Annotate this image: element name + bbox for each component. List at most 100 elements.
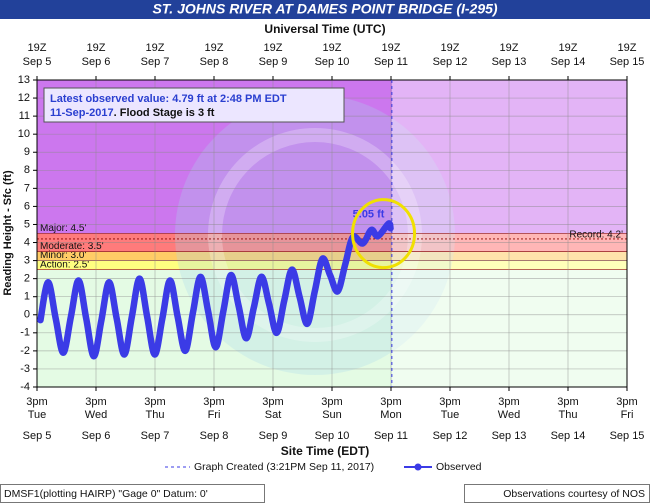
info-flood-stage: . Flood Stage is 3 ft — [114, 107, 215, 119]
legend-observed-marker — [414, 463, 422, 471]
x2-tick-label: 19Z — [146, 42, 165, 54]
x2-tick-label: 19Z — [500, 42, 519, 54]
x-tick-date: Sep 7 — [141, 430, 170, 442]
plot-area: Action: 2.5'Minor: 3.0'Moderate: 3.5' Maj… — [33, 76, 628, 391]
x2-tick-date: Sep 5 — [23, 56, 52, 68]
y-tick-label: 11 — [19, 110, 30, 122]
x2-tick-label: 19Z — [559, 42, 578, 54]
x-tick-label: 3pm — [498, 396, 519, 408]
x-tick-label: 3pm — [26, 396, 47, 408]
flood-level-label: Major: 4.5' — [40, 223, 86, 234]
y-axis-title: Reading Height - Sfc (ft) — [2, 170, 14, 296]
x-tick-date: Sep 8 — [200, 430, 229, 442]
y-tick-label: -2 — [20, 345, 30, 357]
x-tick-label: 3pm — [380, 396, 401, 408]
x-tick-weekday: Tue — [28, 409, 47, 421]
x-tick-weekday: Fri — [621, 409, 634, 421]
x-tick-label: 3pm — [557, 396, 578, 408]
x2-tick-label: 19Z — [205, 42, 224, 54]
x-tick-weekday: Sun — [322, 409, 342, 421]
x-tick-label: 3pm — [144, 396, 165, 408]
y-tick-label: 6 — [24, 200, 30, 212]
info-line2: 11-Sep-2017. Flood Stage is 3 ft — [50, 107, 215, 119]
y-tick-label: 2 — [24, 273, 30, 285]
info-box-bg — [43, 87, 345, 123]
y-tick-label: -4 — [20, 381, 30, 393]
x2-tick-label: 19Z — [87, 42, 106, 54]
x2-tick-date: Sep 10 — [315, 56, 350, 68]
record-label: Record: 4.2' — [569, 230, 623, 241]
x-tick-weekday: Mon — [380, 409, 401, 421]
x2-tick-date: Sep 7 — [141, 56, 170, 68]
x2-tick-date: Sep 13 — [492, 56, 527, 68]
y-tick-label: -3 — [20, 363, 30, 375]
x2-tick-date: Sep 6 — [82, 56, 111, 68]
plot-frame — [36, 79, 628, 388]
x-tick-date: Sep 13 — [492, 430, 527, 442]
y-tick-label: 7 — [24, 182, 30, 194]
peak-highlight — [351, 198, 417, 270]
y-tick-label: 10 — [18, 128, 30, 140]
chart-title: ST. JOHNS RIVER AT DAMES POINT BRIDGE (I… — [152, 1, 497, 17]
footer-right: Observations courtesy of NOS — [503, 488, 645, 500]
observed-line — [37, 220, 394, 360]
legend: Graph Created (3:21PM Sep 11, 2017) Obse… — [165, 461, 482, 473]
x-tick-label: 3pm — [321, 396, 342, 408]
x-tick-date: Sep 11 — [374, 430, 408, 442]
x-tick-weekday: Wed — [498, 409, 520, 421]
y-tick-label: 3 — [24, 254, 30, 266]
x-tick-weekday: Tue — [441, 409, 460, 421]
x-tick-date: Sep 6 — [82, 430, 111, 442]
title-bar — [0, 0, 650, 19]
y-tick-label: 5 — [24, 218, 30, 230]
watermark — [175, 95, 455, 375]
flood-level-label: Moderate: 3.5' — [40, 241, 104, 252]
x2-tick-label: 19Z — [382, 42, 401, 54]
y-tick-label: 13 — [18, 74, 30, 86]
x-tick-label: 3pm — [262, 396, 283, 408]
x-tick-date: Sep 15 — [610, 430, 645, 442]
x-axis-title: Site Time (EDT) — [281, 444, 369, 458]
x-tick-label: 3pm — [439, 396, 460, 408]
footer-left: DMSF1(plotting HAIRP) "Gage 0" Datum: 0' — [4, 488, 208, 500]
y-tick-label: 0 — [24, 309, 30, 321]
x-tick-label: 3pm — [203, 396, 224, 408]
x-tick-weekday: Wed — [85, 409, 107, 421]
y-tick-label: -1 — [20, 327, 30, 339]
y-tick-label: 1 — [24, 291, 30, 303]
x2-tick-date: Sep 12 — [433, 56, 468, 68]
x2-tick-label: 19Z — [323, 42, 342, 54]
x-tick-label: 3pm — [85, 396, 106, 408]
x2-tick-label: 19Z — [441, 42, 460, 54]
info-box: Latest observed value: 4.79 ft at 2:48 P… — [43, 87, 345, 123]
y-tick-label: 8 — [24, 164, 30, 176]
legend-observed-label: Observed — [436, 461, 482, 473]
x2-tick-date: Sep 8 — [200, 56, 229, 68]
x-tick-weekday: Thu — [146, 409, 165, 421]
x-tick-weekday: Sat — [265, 409, 282, 421]
x2-tick-label: 19Z — [618, 42, 637, 54]
x-tick-date: Sep 14 — [551, 430, 586, 442]
info-line1: Latest observed value: 4.79 ft at 2:48 P… — [50, 93, 287, 105]
y-tick-label: 12 — [18, 92, 30, 104]
x-tick-date: Sep 12 — [433, 430, 468, 442]
x-tick-date: Sep 9 — [259, 430, 288, 442]
x-tick-weekday: Thu — [559, 409, 578, 421]
x-tick-date: Sep 5 — [23, 430, 52, 442]
x-tick-date: Sep 10 — [315, 430, 350, 442]
x2-tick-label: 19Z — [28, 42, 47, 54]
y-tick-label: 4 — [24, 236, 30, 248]
x2-tick-date: Sep 15 — [610, 56, 645, 68]
flood-level-label: Minor: 3.0' — [40, 250, 86, 261]
x-tick-label: 3pm — [616, 396, 637, 408]
x2-tick-label: 19Z — [264, 42, 283, 54]
x2-axis-title: Universal Time (UTC) — [264, 22, 385, 36]
x2-tick-date: Sep 11 — [374, 56, 408, 68]
y-tick-label: 9 — [24, 146, 30, 158]
x-tick-weekday: Fri — [208, 409, 221, 421]
x2-tick-date: Sep 9 — [259, 56, 288, 68]
legend-created-label: Graph Created (3:21PM Sep 11, 2017) — [194, 461, 374, 473]
flood-level-label: Action: 2.5' — [40, 259, 89, 270]
info-date: 11-Sep-2017 — [50, 107, 114, 119]
